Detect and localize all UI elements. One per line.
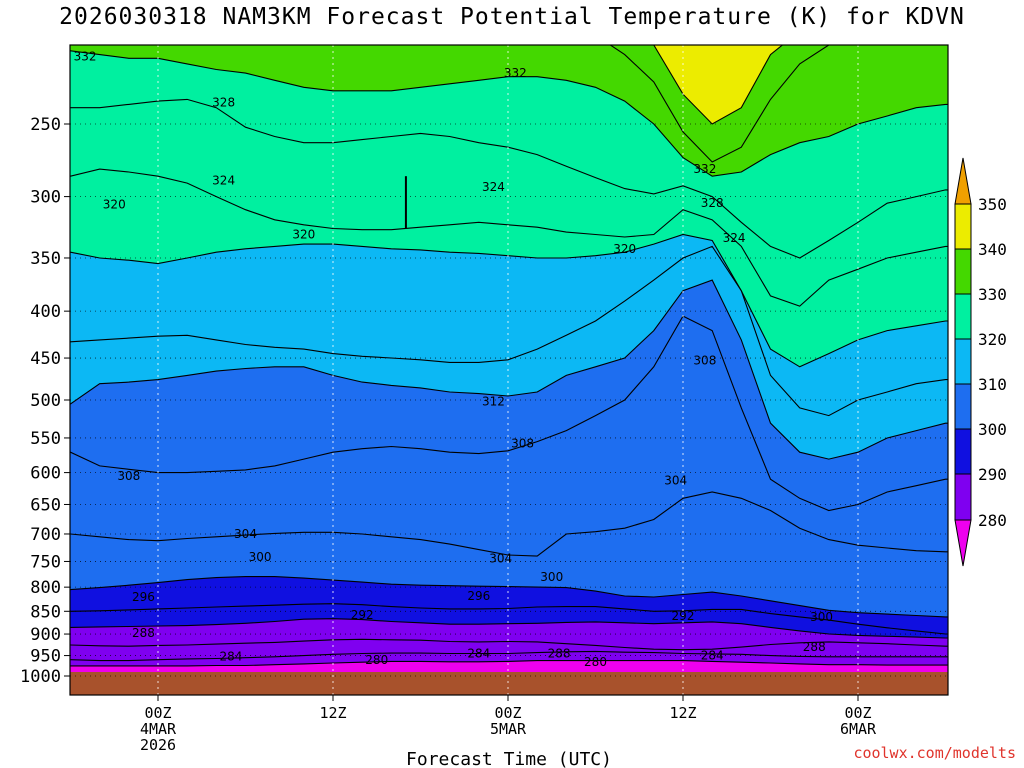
y-tick-label-800: 800 (30, 578, 61, 598)
contour-308 (70, 315, 948, 512)
contour-label-288: 288 (803, 640, 826, 654)
contour-336 (609, 45, 831, 163)
contour-292 (70, 618, 948, 639)
colorbar-band-320 (954, 293, 972, 340)
colorbar-band-280 (954, 473, 972, 521)
contour-label-308: 308 (511, 437, 534, 451)
y-tick-label-750: 750 (30, 552, 61, 572)
colorbar-label-280: 280 (978, 511, 1007, 530)
contour-label-296: 296 (467, 589, 490, 603)
contour-label-332: 332 (74, 49, 97, 63)
x-tick-label-42-0: 12Z (669, 704, 696, 722)
y-tick-label-900: 900 (30, 625, 61, 645)
contour-label-308: 308 (117, 469, 140, 483)
colorbar-label-320: 320 (978, 330, 1007, 349)
contour-label-284: 284 (467, 646, 490, 660)
colorbar-label-330: 330 (978, 285, 1007, 304)
plot-frame (69, 44, 949, 696)
ground-below-surface (70, 672, 948, 695)
colorbar-band-310 (954, 338, 972, 385)
contour-label-288: 288 (132, 626, 155, 640)
contour-label-280: 280 (365, 653, 388, 667)
colorbar: 280 290 300 310 320 330 340 350 (954, 157, 1007, 567)
x-tick-label-54-0: 00Z (844, 704, 871, 722)
contour-label-328: 328 (212, 96, 235, 110)
color-fill-layer (70, 45, 948, 695)
y-tick-label-950: 950 (30, 647, 61, 667)
x-axis-title: Forecast Time (UTC) (406, 749, 612, 768)
contour-label-292: 292 (672, 609, 695, 623)
contour-label-324: 324 (212, 173, 235, 187)
y-tick-label-1000: 1000 (20, 667, 61, 687)
contour-label-332: 332 (504, 66, 527, 80)
contour-label-320: 320 (103, 197, 126, 211)
contour-label-304: 304 (234, 527, 257, 541)
contour-label-300: 300 (249, 550, 272, 564)
colorbar-band-330 (954, 248, 972, 295)
contour-312 (70, 279, 948, 460)
contour-296 (70, 603, 948, 635)
x-tick-label-18-0: 12Z (319, 704, 346, 722)
contour-label-300: 300 (540, 570, 563, 584)
x-tick-label-30-1: 5MAR (490, 720, 527, 738)
contour-label-292: 292 (351, 608, 374, 622)
colorbar-band-300 (954, 383, 972, 430)
contour-label-320: 320 (292, 228, 315, 242)
contour-288 (70, 638, 948, 651)
contour-label-300: 300 (810, 610, 833, 624)
x-tick-label-6-1: 4MAR (140, 720, 177, 738)
y-tick-label-400: 400 (30, 302, 61, 322)
colorbar-label-340: 340 (978, 240, 1007, 259)
colorbar-band-340 (954, 203, 972, 250)
contour-label-332: 332 (693, 162, 716, 176)
x-tick-label-6-0: 00Z (144, 704, 171, 722)
contour-label-328: 328 (701, 196, 724, 210)
y-tick-label-450: 450 (30, 349, 61, 369)
contour-label-304: 304 (664, 473, 687, 487)
x-tick-label-6-2: 2026 (140, 736, 176, 754)
contour-316 (70, 245, 948, 417)
y-tick-label-600: 600 (30, 464, 61, 484)
colorbar-band-below-280 (954, 519, 972, 567)
contour-label-280: 280 (584, 655, 607, 669)
colorbar-label-350: 350 (978, 195, 1007, 214)
contour-label-324: 324 (482, 180, 505, 194)
contour-label-324: 324 (723, 231, 746, 245)
y-tick-label-500: 500 (30, 391, 61, 411)
contour-324 (70, 168, 948, 307)
contour-label-layer: 332 332 328 324 324 320 320 320 332 328 324 308 312 3… (74, 49, 833, 668)
y-tick-label-700: 700 (30, 525, 61, 545)
contour-284 (70, 650, 948, 662)
x-tick-label-30-0: 00Z (494, 704, 521, 722)
y-axis: 250 300 350 400 450 500 550 600 650 700 750 800 850 9… (20, 115, 70, 687)
x-tick-label-54-1: 6MAR (840, 720, 877, 738)
contour-label-288: 288 (548, 646, 571, 660)
y-tick-label-350: 350 (30, 249, 61, 269)
colorbar-label-310: 310 (978, 375, 1007, 394)
chart-title: 2026030318 NAM3KM Forecast Potential Tem… (59, 4, 965, 30)
y-tick-label-650: 650 (30, 495, 61, 515)
contour-280 (70, 660, 948, 667)
credit-link[interactable]: coolwx.com/modelts (853, 744, 1016, 762)
colorbar-label-290: 290 (978, 465, 1007, 484)
band-above-340 (653, 45, 783, 124)
contour-label-308: 308 (693, 354, 716, 368)
contour-label-284: 284 (701, 649, 724, 663)
contour-label-320: 320 (613, 242, 636, 256)
y-tick-label-300: 300 (30, 188, 61, 208)
grid-layer (70, 45, 948, 695)
y-tick-label-850: 850 (30, 602, 61, 622)
y-tick-label-250: 250 (30, 115, 61, 135)
colorbar-band-290 (954, 428, 972, 475)
contour-label-312: 312 (482, 395, 505, 409)
y-tick-label-550: 550 (30, 429, 61, 449)
colorbar-label-300: 300 (978, 420, 1007, 439)
contour-label-304: 304 (489, 551, 512, 565)
contour-label-284: 284 (219, 649, 242, 663)
colorbar-band-above-350 (954, 157, 972, 205)
contour-label-296: 296 (132, 590, 155, 604)
